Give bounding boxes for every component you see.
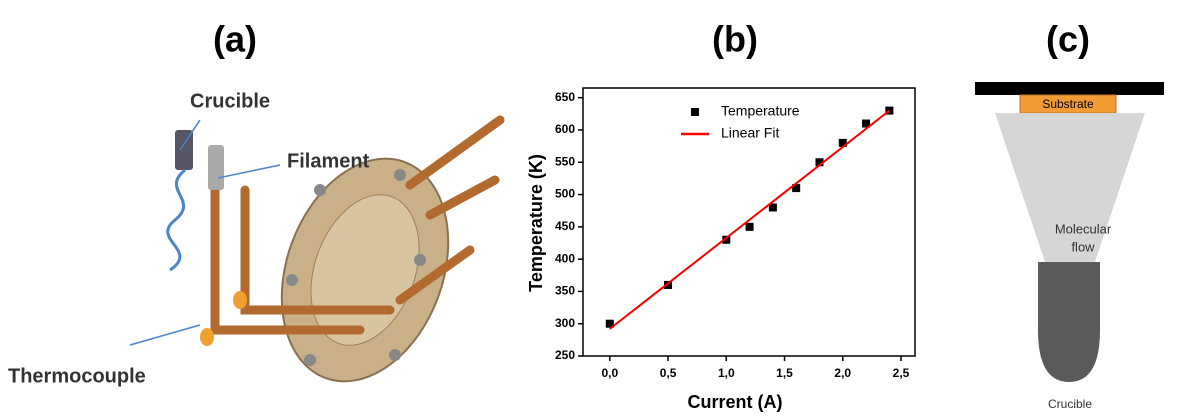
panel-label: (b) xyxy=(712,19,758,60)
x-axis-label: Current (A) xyxy=(688,392,783,412)
x-tick-label: 0,0 xyxy=(601,366,618,380)
data-point xyxy=(605,319,614,328)
fit-line xyxy=(609,109,890,330)
x-tick-label: 2,0 xyxy=(834,366,851,380)
y-tick-label: 600 xyxy=(555,122,575,136)
y-tick-label: 350 xyxy=(555,284,575,298)
flow-label: Molecular xyxy=(1055,221,1112,236)
x-tick-label: 0,5 xyxy=(660,366,677,380)
x-tick-label: 2,5 xyxy=(893,366,910,380)
data-point xyxy=(838,138,847,147)
flow-label: flow xyxy=(1071,239,1095,254)
y-axis-label: Temperature (K) xyxy=(526,154,546,292)
callout: Filament xyxy=(287,150,370,172)
data-point xyxy=(722,235,731,244)
panel-label: (c) xyxy=(1046,19,1090,60)
x-tick-label: 1,0 xyxy=(718,366,735,380)
y-tick-label: 250 xyxy=(555,348,575,362)
source-illustration xyxy=(129,115,505,383)
data-point xyxy=(792,184,801,193)
legend-label: Linear Fit xyxy=(721,125,779,141)
data-point xyxy=(862,119,871,128)
data-point xyxy=(745,222,754,231)
crucible-label: Crucible xyxy=(1048,397,1092,411)
y-tick-label: 400 xyxy=(555,251,575,265)
panel-label: (a) xyxy=(213,19,257,60)
deposition-diagram xyxy=(975,82,1164,382)
x-tick-label: 1,5 xyxy=(776,366,793,380)
callout: Thermocouple xyxy=(8,365,146,387)
legend-label: Temperature xyxy=(721,103,800,119)
y-tick-label: 300 xyxy=(555,316,575,330)
data-point xyxy=(815,158,824,167)
y-tick-label: 450 xyxy=(555,219,575,233)
data-point xyxy=(768,203,777,212)
y-tick-label: 650 xyxy=(555,90,575,104)
plot-frame xyxy=(582,87,916,357)
data-point xyxy=(664,280,673,289)
legend-marker xyxy=(691,108,699,116)
callout: Crucible xyxy=(190,90,270,112)
substrate-label: Substrate xyxy=(1042,97,1094,111)
y-tick-label: 500 xyxy=(555,187,575,201)
y-tick-label: 550 xyxy=(555,154,575,168)
